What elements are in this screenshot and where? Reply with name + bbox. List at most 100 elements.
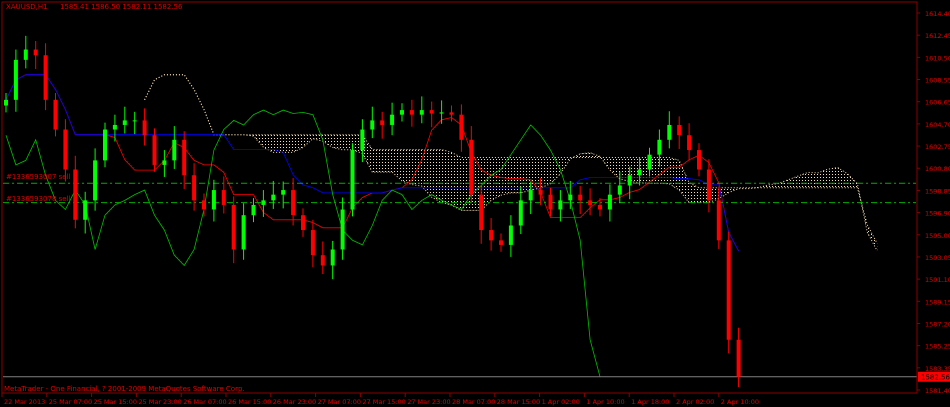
time-tick-label: 2 Apr 02:00 — [676, 398, 714, 406]
candle-body — [33, 49, 38, 56]
price-tick-label: 1593.05 — [925, 254, 950, 262]
candle-body — [23, 49, 28, 60]
time-tick-label: 26 Mar 07:00 — [183, 398, 226, 406]
candle-body — [271, 194, 276, 201]
candle-body — [43, 55, 48, 100]
candle-body — [637, 169, 642, 176]
candle-body — [4, 99, 8, 106]
candle-body — [726, 240, 731, 340]
price-tick-label: 1596.90 — [925, 210, 950, 218]
candle-body — [380, 120, 385, 125]
price-axis[interactable]: 1582.56 1614.40 1612.45 1610.50 1608.55 1606.… — [916, 2, 950, 395]
cloud-area — [144, 74, 878, 251]
senkou-span-b — [144, 74, 878, 244]
candle-body — [479, 194, 484, 231]
candle-body — [350, 150, 355, 210]
price-tick-label: 1604.70 — [925, 121, 950, 129]
price-tick-label: 1602.75 — [925, 143, 950, 151]
time-tick-label: 27 Mar 07:00 — [318, 398, 361, 406]
candle-body — [429, 110, 434, 114]
candle-body — [548, 194, 553, 210]
price-tick-label: 1608.55 — [925, 77, 950, 85]
candle-body — [202, 200, 206, 210]
chart-title: XAUUSD,H1 — [6, 3, 48, 11]
candle-body — [558, 200, 563, 210]
candle-body — [409, 110, 414, 115]
candle-body — [320, 255, 325, 266]
time-tick-label: 1 Apr 10:00 — [586, 398, 624, 406]
candle-body — [241, 215, 246, 250]
price-tick-label: 1587.20 — [925, 320, 950, 328]
candle-body — [489, 230, 494, 241]
candle-body — [598, 204, 602, 210]
price-tick-label: 1614.40 — [925, 10, 950, 18]
candle-body — [499, 240, 503, 245]
ichimoku-cloud — [144, 74, 878, 252]
candle-body — [697, 150, 701, 170]
candle-body — [192, 175, 197, 201]
candle-body — [360, 129, 365, 151]
candle-body — [400, 110, 404, 115]
price-tick-label: 1598.85 — [925, 187, 950, 195]
candle-body — [657, 139, 662, 155]
candle-body — [647, 154, 652, 170]
price-tick-label: 1595.00 — [925, 232, 950, 240]
candle-body — [172, 139, 177, 161]
copyright-text: MetaTrader - One Financial, ? 2001-2009 … — [4, 385, 245, 393]
price-tick-label: 1610.50 — [925, 54, 950, 62]
candle-body — [340, 209, 345, 250]
candle-body — [63, 129, 68, 170]
candle-body — [162, 160, 167, 165]
price-tick-label: 1612.45 — [925, 32, 950, 40]
price-tick-label: 1591.10 — [925, 276, 950, 284]
candle-body — [736, 339, 741, 377]
candle-body — [211, 190, 216, 210]
time-tick-label: 28 Mar 15:00 — [497, 398, 540, 406]
candle-body — [142, 120, 147, 136]
candle-body — [53, 99, 58, 130]
kijun-sen-line — [5, 74, 739, 252]
candle-body — [301, 215, 305, 231]
time-tick-label: 27 Mar 15:00 — [362, 398, 405, 406]
candle-body — [706, 169, 711, 201]
candle-body — [508, 225, 513, 245]
candle-body — [152, 135, 157, 165]
candles — [4, 35, 741, 388]
order-label: #1336593007 sell — [6, 173, 71, 181]
candle-body — [281, 190, 286, 195]
price-tick-label: 1585.25 — [925, 343, 950, 351]
candle-body — [449, 112, 454, 115]
time-tick-label: 25 Mar 23:00 — [138, 398, 181, 406]
candle-body — [291, 190, 296, 216]
candle-body — [103, 129, 107, 161]
candle-body — [538, 190, 543, 195]
candle-body — [588, 200, 593, 205]
candle-body — [93, 160, 98, 201]
candle-body — [231, 204, 236, 250]
candle-body — [469, 139, 474, 195]
indicator-lines — [5, 74, 739, 377]
time-tick-label: 2 Apr 10:00 — [721, 398, 759, 406]
candle-body — [687, 135, 692, 151]
price-tick-label: 1589.15 — [925, 298, 950, 306]
price-tick-label: 1583.35 — [925, 365, 950, 373]
candle-body — [459, 114, 464, 140]
candle-body — [716, 200, 721, 241]
candle-body — [261, 200, 266, 205]
candle-body — [251, 204, 256, 216]
candle-body — [182, 139, 187, 176]
candle-body — [221, 190, 226, 205]
ohlc-readout: 1585.41 1586.50 1582.11 1582.56 — [60, 3, 183, 11]
time-tick-label: 26 Mar 15:00 — [228, 398, 271, 406]
time-axis[interactable]: 22 Mar 2013 25 Mar 07:00 25 Mar 15:00 25 Ma… — [1, 392, 917, 406]
candle-body — [83, 200, 88, 220]
candle-body — [627, 175, 632, 186]
price-tick-label: 1606.65 — [925, 99, 950, 107]
candle-body — [568, 194, 573, 201]
price-tick-label: 1581.40 — [925, 387, 950, 395]
candle-body — [310, 230, 315, 256]
current-price-box — [918, 371, 950, 382]
candle-body — [518, 200, 523, 226]
candle-body — [132, 120, 137, 122]
